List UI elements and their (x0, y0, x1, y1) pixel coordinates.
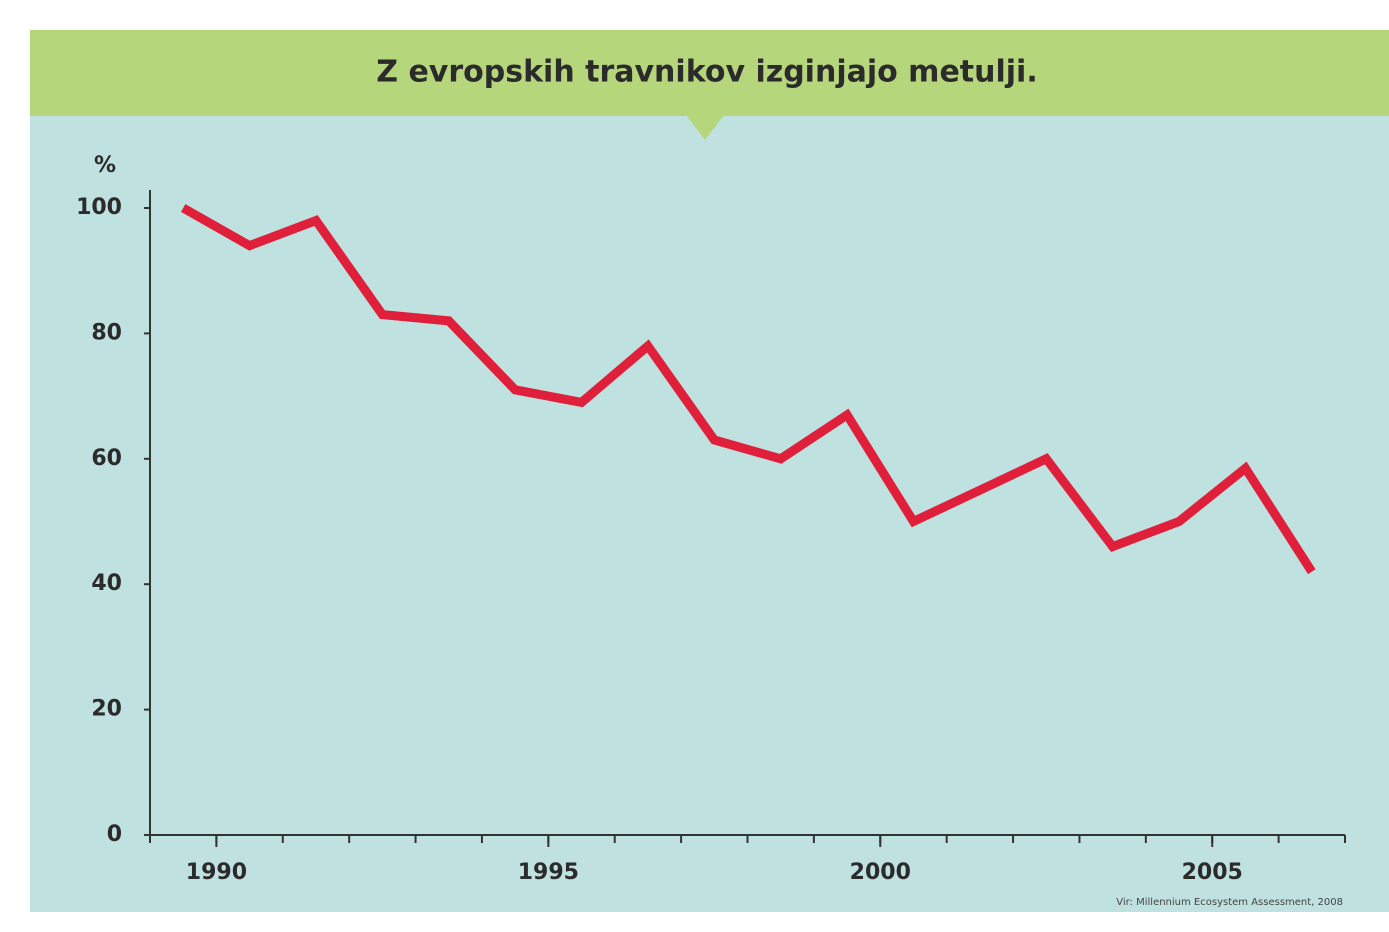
x-tick-label: 1990 (186, 860, 247, 885)
y-tick-label: 80 (91, 320, 122, 345)
y-tick-label: 100 (76, 195, 122, 220)
x-tick-label: 2000 (850, 860, 911, 885)
x-tick-label: 1995 (518, 860, 579, 885)
source: Vir: Millennium Ecosystem Assessment, 20… (1116, 897, 1343, 908)
y-tick-label: 60 (91, 446, 122, 471)
chart: Z evropskih travnikov izginjajo metulji.… (0, 0, 1389, 928)
y-tick-label: 0 (107, 822, 122, 847)
y-axis-label: % (94, 153, 116, 178)
y-tick-label: 20 (91, 697, 122, 722)
panel (30, 30, 1389, 912)
chart-title: Z evropskih travnikov izginjajo metulji. (376, 55, 1037, 90)
x-tick-label: 2005 (1182, 860, 1243, 885)
y-tick-label: 40 (91, 571, 122, 596)
